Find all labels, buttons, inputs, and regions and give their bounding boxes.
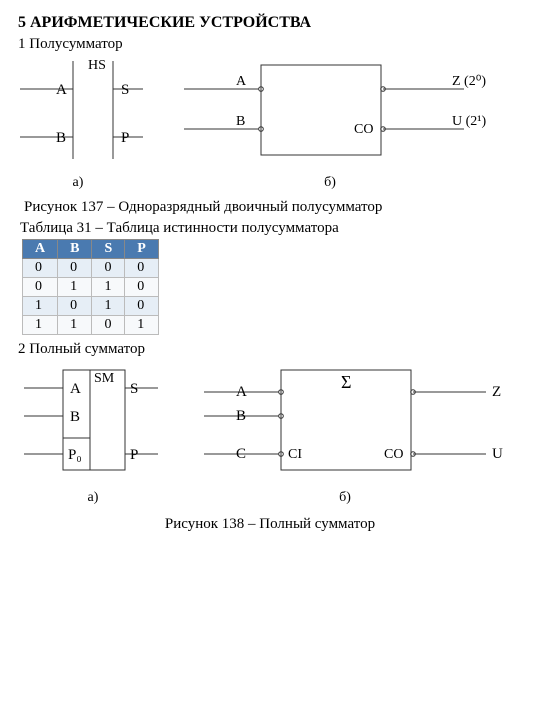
table-row: 1010 — [23, 297, 159, 316]
sigma2-in-c: C — [236, 446, 246, 462]
sm-in-p0: P₀ — [68, 447, 82, 463]
col-p: P — [125, 240, 159, 259]
fig138-label-b: б) — [168, 490, 522, 506]
page-heading: 5 АРИФМЕТИЧЕСКИЕ УСТРОЙСТВА — [18, 14, 522, 32]
fig138-b: Σ A B C CI CO Z U — [186, 364, 506, 484]
table31-caption: Таблица 31 – Таблица истинности полусумм… — [20, 220, 522, 237]
hs-in-a: A — [56, 82, 67, 98]
fig137-a: HS A B S P — [18, 59, 148, 169]
sm-out-s: S — [130, 381, 138, 397]
section-1-title: 1 Полусумматор — [18, 36, 522, 53]
sigma2-ci: CI — [288, 447, 302, 462]
sm-out-p: P — [130, 447, 138, 463]
table-row: 0110 — [23, 278, 159, 297]
col-a: A — [23, 240, 58, 259]
figure-138: SM A B P₀ S P Σ A B C CI CO Z U — [18, 364, 522, 484]
sigma2-out-z: Z — [492, 384, 501, 400]
sigma-co: CO — [354, 122, 373, 137]
table-row: 0000 — [23, 259, 159, 278]
fig137-label-a: а) — [18, 175, 138, 191]
hs-out-p: P — [121, 130, 129, 146]
figure-137: HS A B S P Σ A B CO Z (2⁰) U (2¹) — [18, 59, 522, 169]
hs-out-s: S — [121, 82, 129, 98]
fig138-caption: Рисунок 138 – Полный сумматор — [18, 516, 522, 533]
fig138-sublabels: а) б) — [18, 490, 522, 506]
sm-block-label: SM — [94, 371, 115, 386]
fig137-sublabels: а) б) — [18, 175, 522, 191]
fig138-a: SM A B P₀ S P — [18, 364, 168, 484]
col-s: S — [92, 240, 125, 259]
sigma2-in-b: B — [236, 408, 246, 424]
sm-in-b: B — [70, 409, 80, 425]
table-row: 1101 — [23, 316, 159, 335]
col-b: B — [58, 240, 92, 259]
sigma-in-a: A — [236, 74, 247, 89]
truth-table: A B S P 0000 0110 1010 1101 — [22, 239, 159, 335]
sigma-out-u: U (2¹) — [452, 114, 486, 129]
fig137-caption: Рисунок 137 – Одноразрядный двоичный пол… — [24, 199, 522, 216]
table-header-row: A B S P — [23, 240, 159, 259]
section-2-title: 2 Полный сумматор — [18, 341, 522, 358]
fig137-b: Σ A B CO Z (2⁰) U (2¹) — [166, 59, 496, 169]
sigma2-out-u: U — [492, 446, 503, 462]
fig138-label-a: а) — [18, 490, 168, 506]
sigma-in-b: B — [236, 114, 245, 129]
sigma2-label: Σ — [341, 372, 351, 392]
sigma-label: Σ — [316, 59, 326, 63]
sm-in-a: A — [70, 381, 81, 397]
fig137-label-b: б) — [138, 175, 522, 191]
sigma2-in-a: A — [236, 384, 247, 400]
sigma-out-z: Z (2⁰) — [452, 74, 486, 89]
hs-block-label: HS — [88, 59, 106, 73]
hs-in-b: B — [56, 130, 66, 146]
sigma2-co: CO — [384, 447, 403, 462]
